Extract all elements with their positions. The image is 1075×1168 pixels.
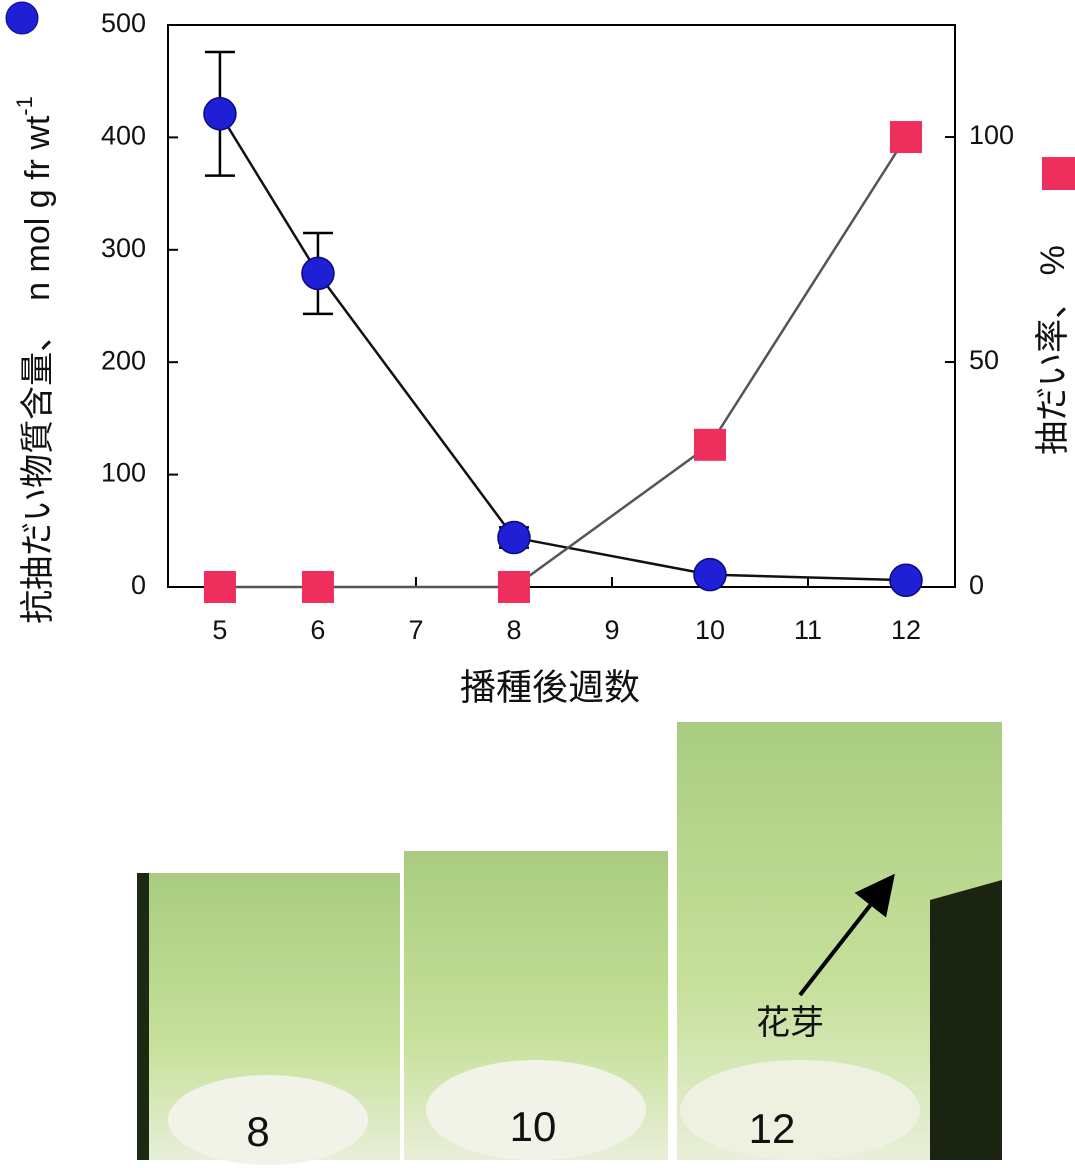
photo-label: 12 (749, 1105, 796, 1152)
point (203, 97, 237, 131)
photo-stem (426, 1060, 646, 1160)
x-tick-label: 12 (891, 615, 921, 645)
x-tick-label: 7 (408, 615, 423, 645)
photo-label: 10 (510, 1103, 557, 1150)
y2-axis-label: 抽だい率、 % (1034, 245, 1072, 455)
plot: 0 100 200 300 400 500 0 50 100 5 6 7 8 9 10 11 12 (101, 8, 1014, 645)
y-label-main: 抗抽だい物質含量、 n mol g fr wt (19, 115, 57, 624)
point (203, 571, 236, 603)
x-tick-label: 6 (310, 615, 325, 645)
point (693, 557, 727, 592)
y2-tick-label: 100 (969, 120, 1014, 150)
x-tick-label: 5 (212, 615, 227, 645)
x-axis-label: 播種後週数 (460, 667, 640, 708)
legend-square (1042, 157, 1075, 190)
y-tick-label: 200 (101, 345, 146, 375)
y-tick-label: 500 (101, 8, 146, 38)
photo-bg (930, 880, 1002, 1160)
photo-panels: 8 10 12 花芽 (137, 722, 1002, 1165)
point (497, 571, 530, 603)
x-tick-label: 11 (794, 615, 822, 645)
point (301, 571, 334, 603)
y-tick-label: 300 (101, 233, 146, 263)
point (889, 563, 923, 598)
x-tick-label: 8 (506, 615, 521, 645)
plot-frame (167, 24, 956, 588)
y-tick-label: 400 (101, 121, 146, 151)
y-tick-label: 100 (101, 458, 146, 488)
photo-stem (168, 1075, 368, 1165)
arrow (798, 873, 895, 997)
x-tick-label: 9 (604, 615, 619, 645)
legend-circle (5, 1, 39, 35)
photo-label: 8 (246, 1108, 269, 1155)
point (693, 428, 726, 461)
y2-tick-label: 50 (969, 345, 999, 375)
series-line (219, 136, 908, 589)
annotation: 花芽 (756, 1004, 824, 1042)
y-axis-label: 抗抽だい物質含量、 n mol g fr wt-1 (12, 96, 57, 624)
photo-bg (137, 873, 149, 1160)
point (889, 121, 922, 154)
y-tick-label: 0 (131, 570, 146, 600)
y2-tick-label: 0 (969, 570, 984, 600)
x-tick-label: 10 (695, 615, 725, 645)
point (497, 520, 531, 555)
y-label-sup: -1 (12, 96, 37, 116)
point (301, 256, 335, 291)
photo-stem (680, 1060, 920, 1160)
series-line (218, 113, 907, 582)
